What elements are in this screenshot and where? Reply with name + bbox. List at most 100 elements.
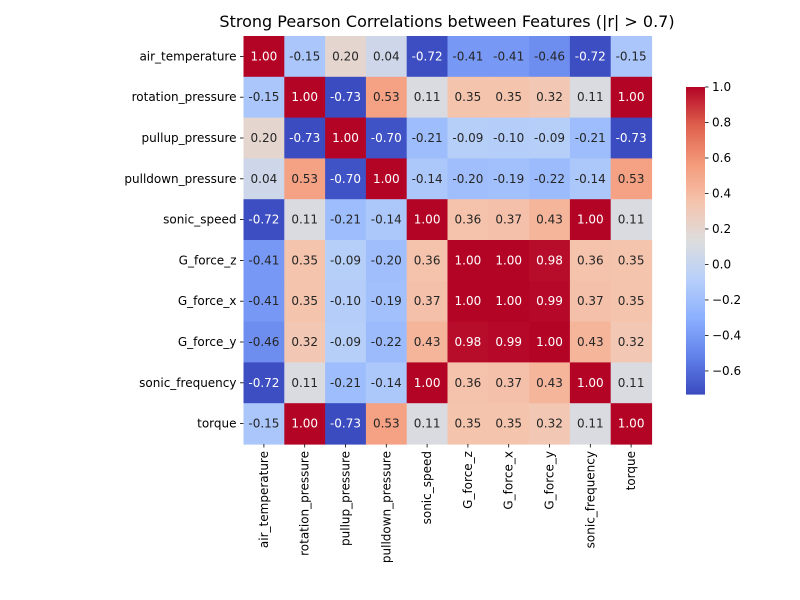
cell-value-label: -0.19: [493, 172, 524, 186]
heatmap-cell: [529, 76, 571, 119]
colorbar-segment: [686, 152, 705, 155]
cell-value-label: 0.99: [495, 335, 522, 349]
colorbar-segment: [686, 190, 705, 194]
y-tick-label: sonic_speed: [163, 213, 236, 227]
heatmap-cell: [243, 36, 285, 78]
heatmap-cell: [406, 280, 449, 323]
colorbar-segment: [686, 113, 705, 117]
cell-value-label: 0.53: [291, 172, 318, 186]
colorbar-tick-label: 0.0: [712, 257, 731, 271]
heatmap-cell: [406, 240, 449, 282]
heatmap-cell: [406, 199, 449, 241]
x-tick-label: sonic_frequency: [583, 451, 597, 548]
colorbar-segment: [686, 146, 705, 149]
cell-value-label: 0.99: [536, 294, 563, 308]
heatmap-cell: [284, 117, 326, 159]
colorbar: 1.0 0.8 0.6 0.4 0.2 0.0 −0.2 −0.4 −0.6: [686, 80, 741, 395]
colorbar-tick-label: 0.8: [712, 115, 731, 129]
colorbar-segment: [686, 131, 705, 134]
colorbar-segment: [686, 359, 705, 362]
colorbar-segment: [686, 388, 705, 391]
colorbar-segment: [686, 296, 705, 299]
cell-value-label: -0.41: [493, 49, 524, 63]
cell-value-label: -0.72: [248, 376, 279, 390]
heatmap-cell: [284, 199, 326, 241]
heatmap-cell: [447, 280, 489, 323]
cell-value-label: 1.00: [618, 417, 645, 431]
colorbar-segment: [686, 367, 705, 370]
cell-value-label: -0.10: [330, 294, 361, 308]
colorbar-tick-label: −0.2: [712, 293, 741, 307]
cell-value-label: -0.46: [248, 335, 279, 349]
colorbar-segment: [686, 119, 705, 123]
colorbar-segment: [686, 351, 705, 355]
colorbar-segment: [686, 209, 705, 213]
colorbar-segment: [686, 127, 705, 130]
heatmap-cell: [243, 280, 285, 323]
colorbar-segment: [686, 144, 705, 148]
x-tick-label: sonic_speed: [420, 451, 434, 524]
colorbar-segment: [686, 140, 705, 144]
colorbar-segment: [686, 161, 705, 165]
x-tick-label: G_force_z: [461, 451, 475, 509]
colorbar-segment: [686, 324, 705, 328]
heatmap-cell: [569, 403, 612, 445]
colorbar-segment: [686, 225, 705, 228]
colorbar-segment: [686, 390, 705, 393]
cell-value-label: 0.11: [577, 417, 604, 431]
heatmap-cell: [325, 280, 367, 323]
colorbar-segment: [686, 363, 705, 366]
heatmap-cell: [243, 362, 285, 404]
cell-value-label: 0.36: [414, 253, 441, 267]
colorbar-segment: [686, 150, 705, 153]
colorbar-segment: [686, 215, 705, 219]
cell-value-label: -0.19: [371, 294, 402, 308]
cell-value-label: -0.09: [534, 131, 565, 145]
cell-value-label: -0.15: [289, 49, 320, 63]
heatmap-cell: [365, 403, 408, 445]
cell-value-label: -0.21: [330, 213, 361, 227]
cell-value-label: 0.37: [577, 294, 604, 308]
colorbar-segment: [686, 205, 705, 209]
heatmap-cell: [569, 280, 612, 323]
cell-value-label: 0.53: [618, 172, 645, 186]
cell-value-label: 0.11: [618, 213, 645, 227]
cell-value-label: 0.35: [618, 253, 645, 267]
heatmap-cell: [529, 158, 571, 200]
cell-value-label: -0.73: [330, 417, 361, 431]
cell-value-label: -0.09: [452, 131, 483, 145]
cell-value-label: 0.32: [618, 335, 645, 349]
colorbar-segment: [686, 173, 705, 176]
cell-value-label: -0.20: [371, 253, 402, 267]
colorbar-segment: [686, 347, 705, 351]
cell-value-label: -0.20: [452, 172, 483, 186]
heatmap-cell: [610, 362, 653, 404]
colorbar-segment: [686, 219, 705, 222]
y-tick-label: sonic_frequency: [139, 376, 236, 390]
heatmap-cell: [284, 240, 326, 282]
colorbar-segment: [686, 129, 705, 132]
cell-value-label: 0.35: [618, 294, 645, 308]
colorbar-segment: [686, 355, 705, 359]
colorbar-segment: [686, 261, 705, 265]
heatmap-cell: [488, 403, 530, 445]
colorbar-segment: [686, 100, 705, 103]
cell-value-label: 0.98: [536, 253, 563, 267]
cell-value-label: 1.00: [291, 90, 318, 104]
colorbar-segment: [686, 269, 705, 272]
cell-value-label: 0.43: [577, 335, 604, 349]
heatmap-cell: [325, 362, 367, 404]
colorbar-segment: [686, 307, 705, 311]
cell-value-label: -0.22: [534, 172, 565, 186]
heatmap-cell: [529, 199, 571, 241]
colorbar-segment: [686, 380, 705, 384]
heatmap-cell: [243, 199, 285, 241]
colorbar-segment: [686, 175, 705, 178]
colorbar-segment: [686, 196, 705, 199]
colorbar-segment: [686, 292, 705, 295]
colorbar-segment: [686, 349, 705, 353]
heatmap-cell: [610, 117, 653, 159]
colorbar-segment: [686, 111, 705, 115]
colorbar-segment: [686, 346, 705, 349]
